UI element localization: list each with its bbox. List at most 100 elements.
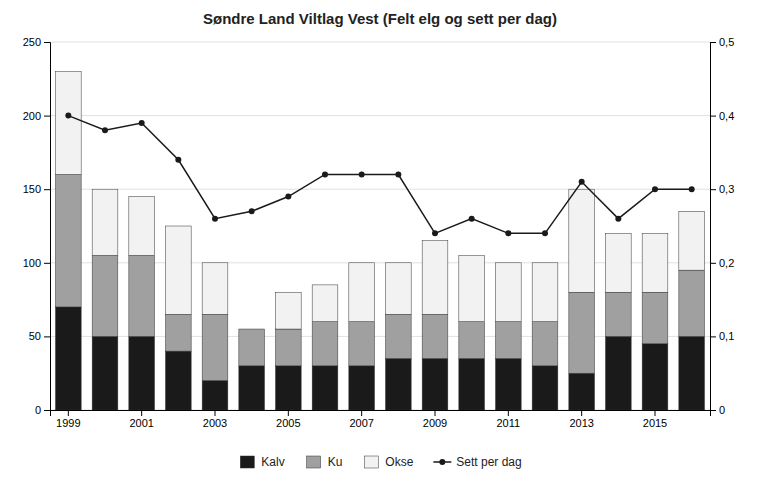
tick: 200	[23, 110, 50, 122]
tick-label: 1999	[56, 417, 80, 429]
bar	[166, 226, 192, 314]
line-marker	[65, 113, 71, 119]
legend: KalvKuOkseSett per dag	[240, 455, 521, 469]
tick: 0,1	[710, 330, 734, 342]
bar	[642, 233, 668, 292]
tick-label: 0,2	[719, 257, 734, 269]
line-marker	[689, 186, 695, 192]
bar	[239, 329, 265, 366]
legend-swatch	[240, 456, 254, 468]
bar	[56, 174, 82, 306]
bar	[56, 307, 82, 410]
bar	[129, 255, 155, 336]
legend-item: Ku	[307, 455, 343, 469]
marks	[56, 71, 705, 410]
tick-label: 2005	[276, 417, 300, 429]
tick-label: 0,4	[719, 110, 734, 122]
bar	[496, 358, 522, 410]
tick-mark	[215, 410, 216, 416]
tick-mark	[141, 410, 142, 416]
line-marker	[102, 127, 108, 133]
line-marker	[395, 171, 401, 177]
line-marker	[139, 120, 145, 126]
line-marker	[175, 157, 181, 163]
tick-label: 2015	[643, 417, 667, 429]
bar	[532, 366, 558, 410]
tick-label: 2011	[497, 417, 521, 429]
tick-label: 150	[23, 183, 41, 195]
bar	[386, 358, 412, 410]
tick-mark	[361, 410, 362, 416]
bar	[459, 358, 485, 410]
tick: 0,3	[710, 183, 734, 195]
legend-label: Ku	[328, 455, 343, 469]
tick-label: 250	[23, 36, 41, 48]
line-marker	[542, 230, 548, 236]
tick: 50	[29, 330, 50, 342]
tick-label: 0,3	[719, 183, 734, 195]
bar	[129, 197, 155, 256]
x-axis: 199920012003200520072009201120132015	[51, 410, 711, 429]
tick: 0	[710, 404, 725, 416]
bar-series	[56, 71, 705, 329]
bar	[239, 366, 265, 410]
line-marker	[579, 179, 585, 185]
tick: 2009	[423, 410, 447, 429]
line-marker	[615, 216, 621, 222]
tick-mark	[435, 410, 436, 416]
tick-mark	[710, 42, 716, 43]
tick-label: 0	[35, 404, 41, 416]
grid-line	[50, 115, 710, 116]
bar	[606, 336, 632, 410]
tick-label: 2007	[349, 417, 373, 429]
grid-line	[50, 189, 710, 190]
line	[68, 116, 691, 234]
bar	[606, 233, 632, 292]
bar	[569, 373, 595, 410]
title: Søndre Land Viltlag Vest (Felt elg og se…	[203, 10, 557, 27]
line-marker	[505, 230, 511, 236]
y2-axis: 0 0,1 0,2 0,3 0,4 0,5	[710, 36, 734, 416]
bar	[129, 336, 155, 410]
legend-label: Sett per dag	[456, 455, 521, 469]
bar	[422, 358, 448, 410]
tick-mark	[44, 189, 50, 190]
plot-area: 1999200120032005200720092011201320150501…	[23, 36, 735, 429]
bar	[386, 314, 412, 358]
tick-mark	[44, 410, 50, 411]
bar	[276, 366, 302, 410]
tick-mark	[44, 336, 50, 337]
bar	[642, 344, 668, 410]
legend-label: Okse	[385, 455, 413, 469]
tick-label: 0,5	[719, 36, 734, 48]
tick-mark	[710, 336, 716, 337]
bar	[312, 322, 338, 366]
tick-label: 200	[23, 110, 41, 122]
bar	[92, 336, 118, 410]
tick: 250	[23, 36, 50, 48]
legend-item: Okse	[364, 455, 413, 469]
bar	[276, 292, 302, 329]
legend-swatch-marker	[439, 459, 445, 465]
tick-mark	[710, 263, 716, 264]
tick-mark	[710, 189, 716, 190]
legend-item: Sett per dag	[433, 455, 521, 469]
tick: 2003	[203, 410, 227, 429]
bar	[532, 322, 558, 366]
tick-mark	[710, 410, 716, 411]
tick: 2015	[643, 410, 667, 429]
tick: 2007	[349, 410, 373, 429]
bar	[312, 366, 338, 410]
tick-mark	[68, 410, 69, 416]
bar	[202, 263, 228, 315]
bar	[422, 314, 448, 358]
bar	[569, 189, 595, 292]
bar	[606, 292, 632, 336]
tick-mark	[581, 410, 582, 416]
tick-mark	[288, 410, 289, 416]
bar	[386, 263, 412, 315]
line-series	[65, 113, 694, 237]
bar	[166, 351, 192, 410]
chart-container: 1999200120032005200720092011201320150501…	[0, 0, 765, 484]
line-marker	[652, 186, 658, 192]
